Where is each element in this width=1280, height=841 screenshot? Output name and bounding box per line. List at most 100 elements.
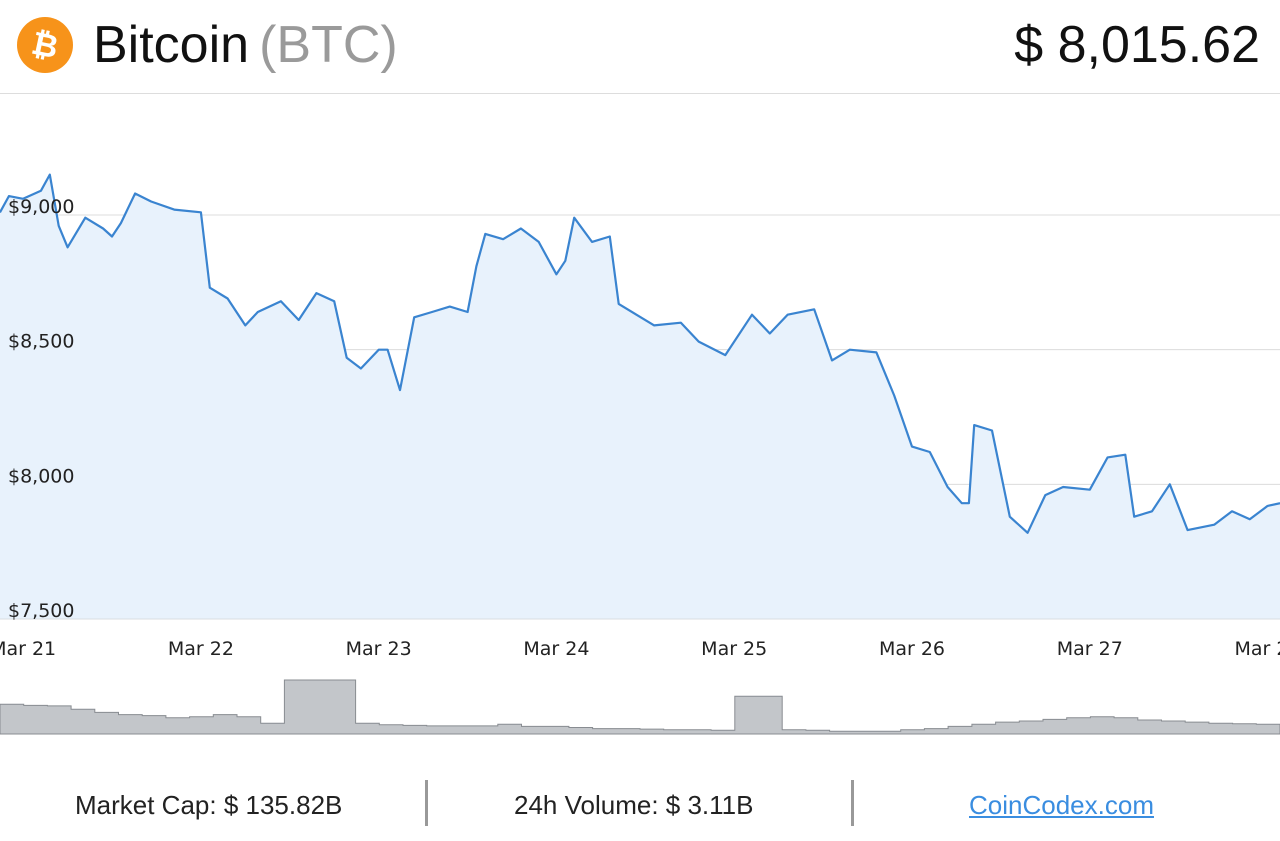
price-point	[8, 195, 10, 197]
price-point	[1187, 529, 1189, 531]
price-point	[991, 429, 993, 432]
x-tick-label: Mar 22	[168, 638, 234, 660]
price-area-fill	[0, 174, 1280, 619]
price-point	[467, 311, 469, 313]
price-point	[680, 322, 682, 324]
y-tick-label: $7,500	[8, 600, 74, 622]
price-point	[102, 227, 104, 230]
price-point	[751, 314, 753, 316]
price-point	[449, 306, 451, 308]
price-point	[973, 424, 975, 426]
price-point	[1062, 486, 1064, 488]
price-point	[635, 314, 638, 316]
price-point	[875, 351, 878, 353]
price-point	[787, 314, 789, 316]
price-point	[209, 287, 211, 289]
price-point	[333, 300, 335, 302]
price-point	[1249, 518, 1251, 520]
price-point	[22, 198, 24, 200]
y-tick-label: $8,500	[8, 331, 74, 353]
price-point	[1044, 494, 1046, 496]
price-point	[150, 200, 152, 203]
price-point	[378, 349, 380, 351]
price-point	[1213, 524, 1215, 526]
price-point	[413, 316, 415, 318]
price-point	[134, 192, 136, 195]
price-point	[618, 303, 620, 305]
price-point	[1169, 483, 1171, 485]
coin-title: Bitcoin (BTC)	[93, 14, 398, 76]
x-axis-labels: Mar 21 Mar 22 Mar 23 Mar 24 Mar 25 Mar 26 Mar …	[0, 638, 1280, 660]
price-point	[49, 174, 51, 176]
x-tick-label: Mar 28	[1235, 638, 1280, 660]
price-point	[591, 241, 593, 243]
price-point	[502, 238, 504, 240]
price-point	[227, 297, 229, 300]
price-point	[849, 349, 851, 351]
price-point	[84, 217, 86, 219]
volume-chart	[0, 679, 1280, 735]
x-tick-label: Mar 21	[0, 638, 56, 660]
price-point	[564, 260, 566, 262]
x-tick-label: Mar 23	[346, 638, 412, 660]
price-point	[67, 246, 69, 248]
price-point	[769, 332, 771, 335]
x-tick-label: Mar 25	[701, 638, 767, 660]
coin-symbol: (BTC)	[259, 16, 398, 74]
price-point	[698, 341, 700, 343]
y-tick-label: $9,000	[8, 196, 74, 218]
price-point	[298, 319, 300, 321]
price-point	[1151, 510, 1153, 512]
price-point	[1009, 516, 1011, 518]
price-point	[538, 241, 540, 243]
price-point	[244, 324, 246, 326]
x-tick-label: Mar 27	[1057, 638, 1123, 660]
price-point	[831, 359, 833, 361]
price-point	[475, 265, 477, 267]
price-point	[947, 486, 949, 488]
price-point	[431, 311, 433, 313]
price-point	[929, 451, 931, 453]
coin-name: Bitcoin	[93, 16, 250, 74]
market-cap: Market Cap: $ 135.82B	[75, 790, 343, 820]
price-point	[573, 217, 575, 219]
y-axis-labels: $9,000 $8,500 $8,000 $7,500	[8, 196, 74, 622]
price-point	[961, 502, 963, 504]
price-point	[555, 273, 558, 275]
price-point	[200, 211, 202, 213]
stats-footer: Market Cap: $ 135.82B 24h Volume: $ 3.11…	[0, 760, 1280, 841]
price-point	[360, 367, 362, 370]
price-point	[1027, 532, 1029, 534]
price-point	[387, 349, 389, 351]
coincodex-link[interactable]: CoinCodex.com	[969, 790, 1154, 820]
price-point	[609, 235, 611, 238]
price-point	[520, 227, 522, 230]
current-price: $ 8,015.62	[1014, 16, 1260, 74]
price-point	[120, 222, 122, 224]
price-point	[1107, 456, 1109, 458]
price-point	[315, 292, 317, 294]
price-point	[893, 394, 895, 397]
price-point	[257, 311, 259, 313]
price-point	[173, 209, 175, 211]
volume-24h: 24h Volume: $ 3.11B	[514, 790, 754, 820]
price-area	[0, 173, 1280, 620]
bitcoin-icon: ₿	[17, 17, 73, 73]
y-tick-label: $8,000	[8, 465, 74, 487]
price-point	[968, 502, 970, 504]
price-point	[346, 357, 348, 359]
price-point	[1267, 505, 1269, 507]
price-point	[813, 308, 815, 310]
price-point	[724, 354, 726, 356]
price-point	[399, 389, 401, 391]
x-tick-label: Mar 26	[879, 638, 945, 660]
price-point	[280, 300, 282, 302]
x-tick-label: Mar 24	[523, 638, 589, 660]
price-point	[1231, 510, 1233, 512]
price-point	[58, 225, 60, 227]
coin-header: ₿ Bitcoin (BTC) $ 8,015.62	[0, 0, 1280, 94]
price-point	[653, 324, 655, 326]
price-point	[1133, 516, 1135, 518]
price-point	[1124, 454, 1126, 456]
